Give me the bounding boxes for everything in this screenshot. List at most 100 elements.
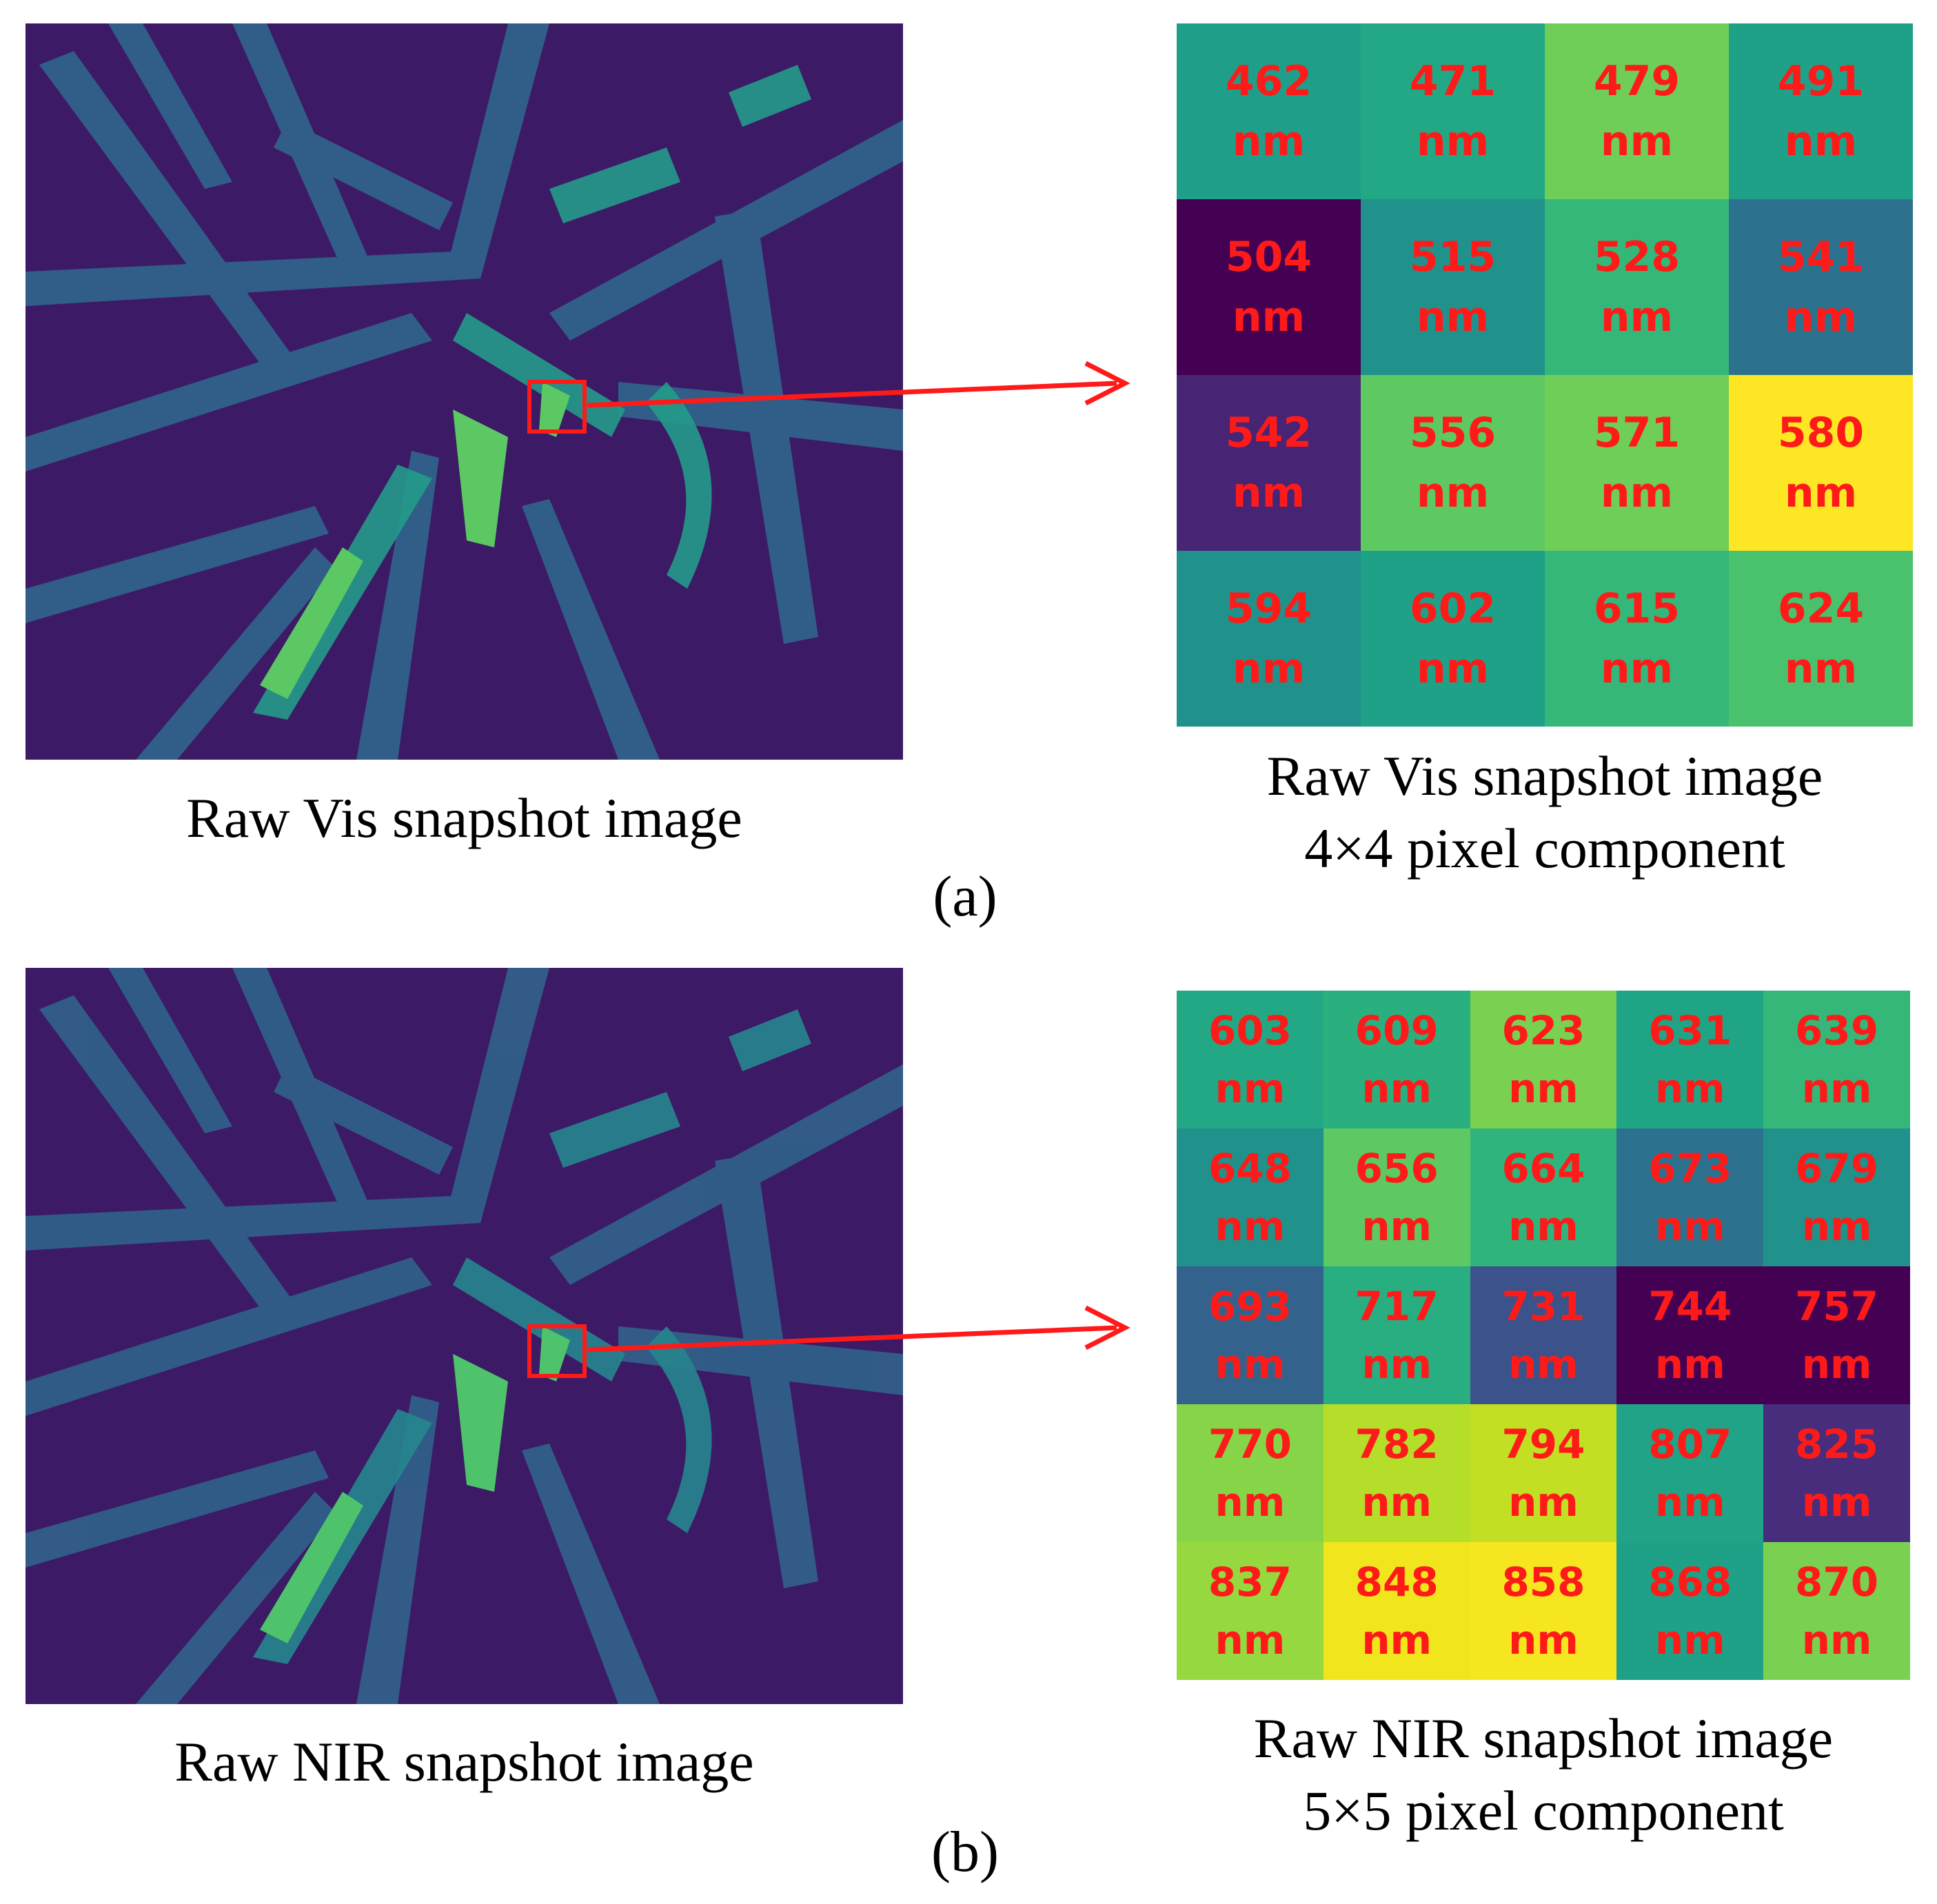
vis-pixel-cell: 541 nm xyxy=(1729,199,1913,375)
wavelength-unit: nm xyxy=(1215,1203,1286,1250)
wavelength-value: 868 xyxy=(1648,1558,1732,1606)
nir-pixel-cell: 717 nm xyxy=(1323,1266,1470,1404)
nir-pixel-cell: 794 nm xyxy=(1470,1404,1617,1542)
panel-label-b: (b) xyxy=(931,1820,999,1884)
wavelength-value: 648 xyxy=(1208,1144,1292,1192)
nir-pixel-cell: 825 nm xyxy=(1763,1404,1910,1542)
vis-pixel-cell: 571 nm xyxy=(1545,375,1729,551)
wavelength-value: 556 xyxy=(1409,408,1497,457)
nir-pixel-cell: 770 nm xyxy=(1177,1404,1324,1542)
nir-pixel-cell: 609 nm xyxy=(1323,991,1470,1128)
wavelength-value: 571 xyxy=(1593,408,1681,457)
wavelength-value: 744 xyxy=(1648,1282,1732,1330)
vis-4x4-pixel-grid: 462 nm 471 nm 479 nm 491 nm 504 nm 515 nm 528 nm 541 nm… xyxy=(1177,23,1913,727)
vis-pixel-cell: 580 nm xyxy=(1729,375,1913,551)
wavelength-unit: nm xyxy=(1600,292,1674,341)
wavelength-value: 491 xyxy=(1777,57,1865,105)
nir-image-caption: Raw NIR snapshot image xyxy=(174,1730,754,1793)
wavelength-unit: nm xyxy=(1361,1479,1432,1526)
wavelength-value: 807 xyxy=(1648,1420,1732,1468)
wavelength-value: 664 xyxy=(1501,1144,1585,1192)
wavelength-value: 717 xyxy=(1355,1282,1439,1330)
wavelength-unit: nm xyxy=(1361,1203,1432,1250)
wavelength-value: 504 xyxy=(1225,232,1312,281)
nir-grid-caption-line1: Raw NIR snapshot image xyxy=(1253,1707,1834,1770)
vis-pixel-cell: 602 nm xyxy=(1361,551,1545,727)
wavelength-value: 623 xyxy=(1501,1006,1585,1054)
nir-roi-marker xyxy=(527,1324,587,1378)
vis-pixel-cell: 479 nm xyxy=(1545,23,1729,199)
nir-leaf-scene xyxy=(26,968,903,1704)
wavelength-value: 870 xyxy=(1795,1558,1879,1606)
wavelength-value: 848 xyxy=(1355,1558,1439,1606)
vis-roi-marker xyxy=(527,380,587,434)
wavelength-unit: nm xyxy=(1416,117,1490,165)
vis-grid-caption-line1: Raw Vis snapshot image xyxy=(1266,745,1823,807)
wavelength-unit: nm xyxy=(1215,1341,1286,1388)
nir-pixel-cell: 673 nm xyxy=(1616,1128,1764,1266)
vis-pixel-cell: 556 nm xyxy=(1361,375,1545,551)
wavelength-value: 542 xyxy=(1225,408,1312,457)
nir-pixel-cell: 664 nm xyxy=(1470,1128,1617,1266)
vis-pixel-cell: 515 nm xyxy=(1361,199,1545,375)
nir-grid-caption-line2: 5×5 pixel component xyxy=(1303,1779,1784,1842)
vis-pixel-cell: 528 nm xyxy=(1545,199,1729,375)
wavelength-unit: nm xyxy=(1215,1479,1286,1526)
nir-pixel-cell: 648 nm xyxy=(1177,1128,1324,1266)
wavelength-value: 541 xyxy=(1777,232,1865,281)
nir-pixel-cell: 848 nm xyxy=(1323,1542,1470,1680)
wavelength-unit: nm xyxy=(1784,644,1858,693)
wavelength-value: 528 xyxy=(1593,232,1681,281)
wavelength-unit: nm xyxy=(1784,292,1858,341)
wavelength-value: 624 xyxy=(1777,584,1865,633)
wavelength-value: 462 xyxy=(1225,57,1312,105)
wavelength-value: 770 xyxy=(1208,1420,1292,1468)
vis-pixel-cell: 471 nm xyxy=(1361,23,1545,199)
nir-pixel-cell: 870 nm xyxy=(1763,1542,1910,1680)
vis-grid-caption-line2: 4×4 pixel component xyxy=(1304,816,1785,880)
wavelength-value: 594 xyxy=(1225,584,1312,633)
wavelength-unit: nm xyxy=(1232,292,1306,341)
wavelength-unit: nm xyxy=(1654,1341,1725,1388)
wavelength-unit: nm xyxy=(1215,1065,1286,1112)
panel-label-a: (a) xyxy=(933,864,997,929)
wavelength-unit: nm xyxy=(1232,644,1306,693)
nir-pixel-cell: 837 nm xyxy=(1177,1542,1324,1680)
wavelength-unit: nm xyxy=(1508,1479,1579,1526)
wavelength-value: 825 xyxy=(1795,1420,1879,1468)
wavelength-unit: nm xyxy=(1508,1203,1579,1250)
vis-arrowhead xyxy=(1084,361,1130,406)
nir-grid-caption: Raw NIR snapshot image 5×5 pixel compone… xyxy=(1177,1703,1910,1847)
wavelength-value: 757 xyxy=(1795,1282,1879,1330)
wavelength-value: 580 xyxy=(1777,408,1865,457)
nir-pixel-cell: 858 nm xyxy=(1470,1542,1617,1680)
nir-arrowhead xyxy=(1084,1305,1130,1350)
wavelength-unit: nm xyxy=(1508,1617,1579,1663)
wavelength-unit: nm xyxy=(1600,117,1674,165)
wavelength-unit: nm xyxy=(1600,468,1674,517)
wavelength-unit: nm xyxy=(1508,1341,1579,1388)
wavelength-unit: nm xyxy=(1416,292,1490,341)
wavelength-value: 471 xyxy=(1409,57,1497,105)
vis-pixel-cell: 624 nm xyxy=(1729,551,1913,727)
nir-pixel-cell: 679 nm xyxy=(1763,1128,1910,1266)
wavelength-unit: nm xyxy=(1801,1341,1872,1388)
wavelength-value: 603 xyxy=(1208,1006,1292,1054)
wavelength-value: 679 xyxy=(1795,1144,1879,1192)
wavelength-value: 615 xyxy=(1593,584,1681,633)
wavelength-value: 837 xyxy=(1208,1558,1292,1606)
wavelength-unit: nm xyxy=(1215,1617,1286,1663)
nir-pixel-cell: 868 nm xyxy=(1616,1542,1764,1680)
wavelength-unit: nm xyxy=(1801,1479,1872,1526)
nir-pixel-cell: 744 nm xyxy=(1616,1266,1764,1404)
vis-image-caption: Raw Vis snapshot image xyxy=(186,787,742,849)
nir-pixel-cell: 731 nm xyxy=(1470,1266,1617,1404)
wavelength-unit: nm xyxy=(1361,1065,1432,1112)
vis-grid-caption: Raw Vis snapshot image 4×4 pixel compone… xyxy=(1177,740,1913,885)
wavelength-value: 479 xyxy=(1593,57,1681,105)
nir-pixel-cell: 639 nm xyxy=(1763,991,1910,1128)
nir-pixel-cell: 807 nm xyxy=(1616,1404,1764,1542)
wavelength-value: 656 xyxy=(1355,1144,1439,1192)
wavelength-unit: nm xyxy=(1784,468,1858,517)
wavelength-unit: nm xyxy=(1416,468,1490,517)
